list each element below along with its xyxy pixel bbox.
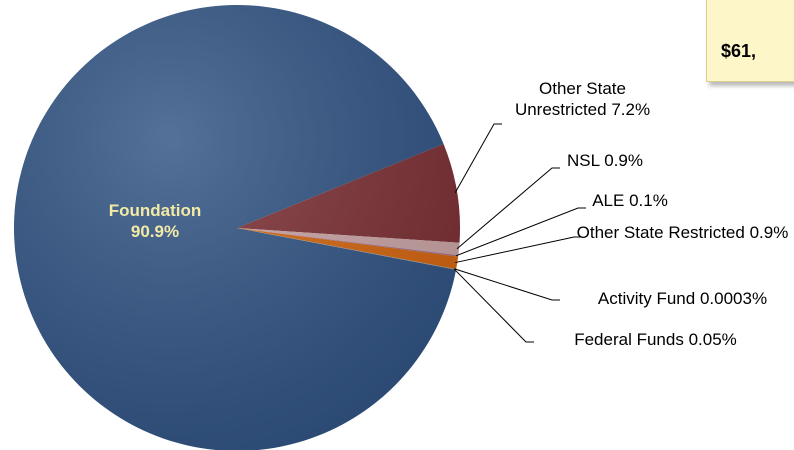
leader-line: [454, 268, 560, 301]
category-label: Activity Fund: [597, 289, 696, 308]
category-label: Foundation: [108, 201, 202, 220]
leader-line: [454, 123, 502, 194]
slice-label: Other State Restricted 0.9%: [570, 222, 794, 243]
value-label: 0.0003%: [699, 289, 768, 308]
value-label: 7.2%: [611, 100, 651, 119]
annotation-box: $61,: [706, 0, 794, 82]
category-label: Federal Funds: [574, 330, 684, 349]
slice-label: Other State Unrestricted 7.2%: [500, 78, 665, 120]
slice-label: Foundation 90.9%: [85, 200, 225, 242]
slice-label: NSL 0.9%: [545, 150, 665, 171]
value-label: 0.1%: [629, 191, 668, 210]
annotation: $61,: [721, 41, 757, 61]
value-label: 0.05%: [688, 330, 737, 349]
slice-label: ALE 0.1%: [575, 190, 685, 211]
value-label: 0.9%: [749, 223, 789, 242]
category-label: Other State Unrestricted: [514, 79, 626, 119]
leader-line: [455, 236, 582, 264]
leader-line: [453, 268, 534, 343]
slice-label: Activity Fund 0.0003%: [575, 288, 790, 309]
slice-label: Federal Funds 0.05%: [548, 329, 763, 350]
leader-line: [456, 207, 586, 257]
category-label: NSL: [567, 151, 600, 170]
leaders: [453, 123, 586, 343]
slices: [14, 5, 461, 450]
leader-line: [456, 167, 560, 250]
category-label: Other State Restricted: [576, 223, 745, 242]
category-label: ALE: [592, 191, 625, 210]
value-label: 90.9%: [130, 222, 180, 241]
value-label: 0.9%: [604, 151, 643, 170]
